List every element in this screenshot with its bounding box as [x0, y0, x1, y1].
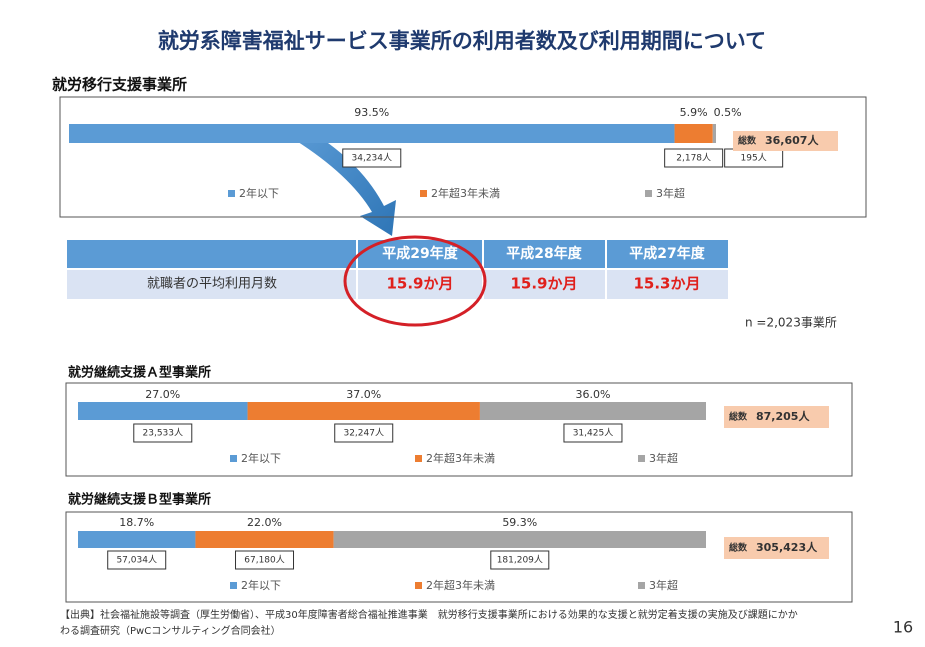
total-label: 総数	[729, 411, 748, 423]
source-note: わる調査研究（PwCコンサルティング合同会社）	[60, 624, 281, 637]
total-box	[724, 406, 829, 428]
bar-segment	[712, 124, 716, 143]
table-value: 15.9か月	[510, 275, 577, 293]
legend-swatch	[230, 455, 237, 462]
table-cell	[607, 270, 728, 299]
bar-segment	[674, 124, 713, 143]
table-header: 平成29年度	[382, 245, 458, 262]
chart-title: 就労移行支援事業所	[52, 76, 187, 94]
legend-label: 2年以下	[241, 451, 281, 465]
table-value: 15.9か月	[386, 275, 453, 293]
chart-title: 就労継続支援Ｂ型事業所	[68, 492, 211, 508]
highlight-circle	[343, 235, 487, 327]
legend-swatch	[645, 190, 652, 197]
bar-segment	[195, 531, 334, 548]
table-header: 平成27年度	[629, 245, 705, 262]
count-label: 67,180人	[244, 555, 285, 566]
percent-label: 22.0%	[247, 516, 282, 529]
count-label: 181,209人	[497, 555, 543, 566]
legend-label: 3年超	[649, 578, 678, 592]
count-label: 2,178人	[676, 153, 711, 164]
sample-note: n =2,023事業所	[745, 316, 837, 330]
bar-segment	[479, 402, 706, 420]
count-label: 31,425人	[573, 428, 614, 439]
bar-segment	[247, 402, 480, 420]
count-label: 34,234人	[352, 153, 393, 164]
table-cell	[67, 270, 356, 299]
table-value: 15.3か月	[633, 275, 700, 293]
total-label: 総数	[738, 135, 757, 147]
chart-frame	[65, 382, 853, 477]
count-box	[664, 148, 724, 168]
percent-label: 93.5%	[354, 106, 389, 119]
legend-swatch	[638, 455, 645, 462]
total-value: 36,607人	[765, 133, 819, 147]
legend-swatch	[415, 582, 422, 589]
legend-label: 3年超	[649, 451, 678, 465]
chart-title: 就労継続支援Ａ型事業所	[68, 365, 211, 381]
percent-label: 0.5%	[714, 106, 742, 119]
table-header: 平成28年度	[506, 245, 582, 262]
percent-label: 59.3%	[502, 516, 537, 529]
bar-segment	[333, 531, 706, 548]
table-header-cell	[607, 240, 728, 268]
count-label: 23,533人	[143, 428, 184, 439]
count-label: 195人	[741, 153, 767, 164]
total-box	[733, 131, 838, 151]
table-cell	[484, 270, 605, 299]
bar-segment	[78, 531, 196, 548]
chart-frame	[59, 96, 867, 218]
total-label: 総数	[729, 542, 748, 554]
count-box	[334, 423, 394, 443]
count-box	[563, 423, 623, 443]
legend-swatch	[638, 582, 645, 589]
legend-swatch	[228, 190, 235, 197]
table-row-label: 就職者の平均利用月数	[147, 277, 277, 292]
count-box	[107, 550, 167, 570]
legend-label: 3年超	[656, 186, 685, 200]
legend-swatch	[415, 455, 422, 462]
page-number: 16	[893, 618, 913, 637]
legend-label: 2年超3年未満	[426, 578, 495, 592]
bar-segment	[78, 402, 248, 420]
percent-label: 18.7%	[119, 516, 154, 529]
count-box	[133, 423, 193, 443]
legend-label: 2年超3年未満	[431, 186, 500, 200]
count-box	[235, 550, 295, 570]
chart-frame	[65, 511, 853, 603]
legend-label: 2年以下	[241, 578, 281, 592]
table-header-cell	[484, 240, 605, 268]
percent-label: 36.0%	[575, 388, 610, 401]
source-note: 【出典】社会福祉施設等調査（厚生労働省）、平成30年度障害者総合福祉推進事業 就…	[60, 608, 798, 621]
table-header-cell	[67, 240, 356, 268]
legend-swatch	[230, 582, 237, 589]
table-cell	[358, 270, 482, 299]
arrow	[295, 128, 396, 236]
total-value: 87,205人	[756, 409, 810, 423]
legend-label: 2年以下	[239, 186, 279, 200]
count-label: 57,034人	[116, 555, 157, 566]
bar-segment	[69, 124, 675, 143]
count-label: 32,247人	[343, 428, 384, 439]
legend-label: 2年超3年未満	[426, 451, 495, 465]
count-box	[490, 550, 550, 570]
total-box	[724, 537, 829, 559]
legend-swatch	[420, 190, 427, 197]
percent-label: 5.9%	[680, 106, 708, 119]
percent-label: 37.0%	[346, 388, 381, 401]
count-box	[342, 148, 402, 168]
slide-title: 就労系障害福祉サービス事業所の利用者数及び利用期間について	[158, 29, 766, 53]
percent-label: 27.0%	[145, 388, 180, 401]
total-value: 305,423人	[756, 540, 818, 554]
